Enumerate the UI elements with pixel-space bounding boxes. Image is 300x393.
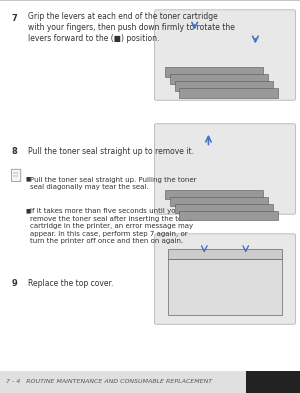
Bar	[0, 371, 300, 393]
Bar	[168, 249, 282, 259]
Bar	[179, 211, 278, 220]
Text: 7: 7	[12, 14, 18, 23]
Bar	[175, 81, 273, 91]
FancyBboxPatch shape	[154, 234, 296, 324]
Bar	[246, 371, 300, 393]
Text: 7 - 4   ROUTINE MAINTENANCE AND CONSUMABLE REPLACEMENT: 7 - 4 ROUTINE MAINTENANCE AND CONSUMABLE…	[6, 380, 212, 384]
Text: Replace the top cover.: Replace the top cover.	[28, 279, 114, 288]
Bar	[179, 88, 278, 97]
FancyBboxPatch shape	[11, 169, 21, 182]
Bar	[170, 74, 268, 84]
Text: 9: 9	[12, 279, 18, 288]
FancyBboxPatch shape	[154, 10, 296, 100]
Bar	[165, 67, 263, 77]
Text: If it takes more than five seconds until you
remove the toner seal after inserti: If it takes more than five seconds until…	[30, 208, 194, 244]
Bar	[170, 196, 268, 206]
Text: ■: ■	[26, 208, 31, 213]
Bar	[168, 259, 282, 315]
Text: Pull the toner seal straight up to remove it.: Pull the toner seal straight up to remov…	[28, 147, 194, 156]
Text: Pull the toner seal straight up. Pulling the toner
seal diagonally may tear the : Pull the toner seal straight up. Pulling…	[30, 177, 197, 190]
Text: 8: 8	[12, 147, 18, 156]
Text: ■: ■	[26, 177, 31, 182]
Bar	[175, 204, 273, 213]
Text: Grip the levers at each end of the toner cartridge
with your fingers, then push : Grip the levers at each end of the toner…	[28, 12, 236, 43]
FancyBboxPatch shape	[154, 124, 296, 214]
Bar	[165, 189, 263, 199]
